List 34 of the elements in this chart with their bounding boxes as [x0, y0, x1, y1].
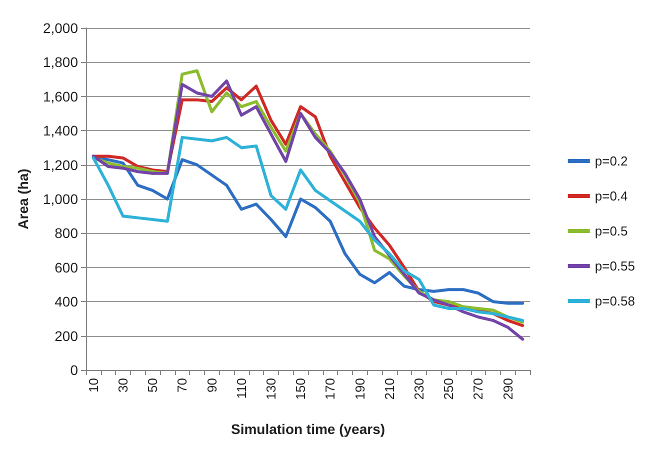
y-tick-label: 400: [54, 294, 78, 310]
legend-label: p=0.55: [594, 258, 635, 274]
y-axis-title: Area (ha): [15, 168, 31, 230]
x-tick-label: 210: [382, 378, 397, 400]
y-tick-label: 2,000: [42, 20, 78, 36]
y-tick-label: 200: [54, 328, 78, 344]
y-tick-label: 1,600: [42, 88, 78, 104]
line-series: [92, 136, 524, 322]
x-tick-label: 230: [412, 378, 426, 400]
x-axis-title: Simulation time (years): [230, 421, 386, 437]
y-tick-label: 600: [54, 259, 78, 276]
x-tick-label: 270: [470, 378, 486, 400]
x-tick-label: 150: [293, 378, 308, 400]
legend-label: p=0.4: [594, 188, 628, 204]
x-tick-label: 10: [86, 378, 101, 392]
legend-label: p=0.2: [594, 154, 628, 168]
x-tick-label: 90: [204, 378, 220, 392]
x-tick-label: 250: [441, 378, 456, 400]
x-tick-label: 70: [174, 378, 190, 392]
legend-label: p=0.58: [594, 294, 635, 308]
y-tick-label: 800: [54, 225, 78, 242]
y-tick-label: 1,200: [42, 156, 78, 173]
x-tick-label: 50: [145, 378, 160, 392]
y-tick-label: 0: [70, 362, 78, 378]
x-tick-label: 130: [264, 378, 278, 400]
x-tick-label: 290: [500, 378, 516, 400]
x-tick-label: 190: [352, 378, 368, 400]
legend-label: p=0.5: [594, 224, 628, 238]
y-tick-label: 1,800: [42, 54, 78, 70]
x-tick-label: 30: [116, 378, 130, 392]
y-tick-label: 1,000: [42, 191, 78, 207]
y-tick-label: 1,400: [42, 122, 78, 139]
x-tick-label: 110: [234, 378, 249, 399]
x-tick-label: 170: [322, 378, 338, 400]
